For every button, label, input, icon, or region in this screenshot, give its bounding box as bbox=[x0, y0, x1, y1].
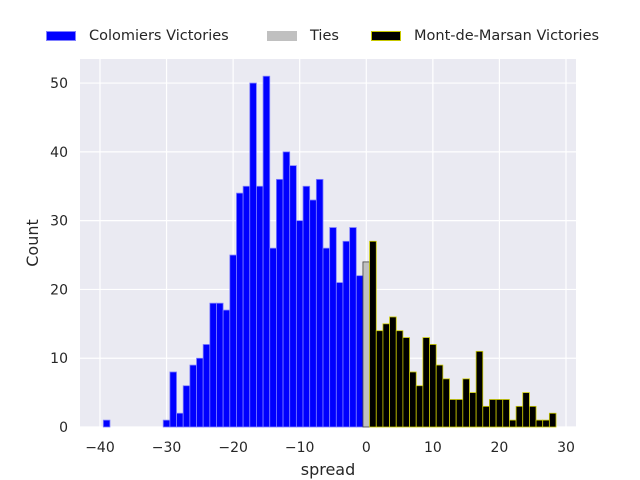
legend: Colomiers Victories Ties Mont-de-Marsan … bbox=[0, 26, 640, 46]
bar bbox=[375, 330, 384, 428]
bar bbox=[522, 392, 530, 428]
bar bbox=[435, 364, 444, 428]
bar bbox=[295, 220, 304, 428]
legend-item-ties: Ties bbox=[267, 26, 339, 46]
y-axis-label: Count bbox=[23, 219, 42, 267]
x-axis-label: spread bbox=[301, 460, 356, 479]
bar bbox=[222, 309, 231, 428]
bar bbox=[422, 337, 430, 428]
x-tick-label: −30 bbox=[152, 440, 182, 456]
legend-label-colomiers: Colomiers Victories bbox=[89, 28, 229, 44]
bar bbox=[482, 405, 490, 428]
x-tick-label: 0 bbox=[362, 440, 371, 456]
x-tick-label: 20 bbox=[491, 440, 509, 456]
legend-label-mont-de-marsan: Mont-de-Marsan Victories bbox=[414, 28, 600, 44]
x-tick-label: 10 bbox=[424, 440, 442, 456]
bar bbox=[449, 399, 457, 428]
bar bbox=[369, 240, 377, 428]
bar bbox=[276, 178, 284, 428]
bar bbox=[349, 227, 357, 428]
bar bbox=[315, 178, 324, 428]
bar bbox=[282, 151, 291, 428]
x-tick-label: −10 bbox=[285, 440, 315, 456]
legend-swatch-ties bbox=[267, 31, 297, 41]
bar bbox=[462, 378, 470, 428]
bar bbox=[322, 247, 331, 428]
bar bbox=[362, 261, 371, 428]
bar bbox=[528, 405, 537, 428]
bar bbox=[236, 192, 244, 428]
bar bbox=[489, 399, 497, 428]
bar bbox=[442, 378, 450, 428]
legend-swatch-colomiers bbox=[46, 31, 76, 41]
bar bbox=[209, 302, 217, 428]
bar bbox=[409, 371, 417, 428]
y-tick-label: 10 bbox=[50, 351, 68, 367]
bar bbox=[302, 185, 311, 428]
y-tick-label: 30 bbox=[50, 214, 68, 230]
bar bbox=[169, 371, 177, 428]
bar bbox=[515, 405, 524, 428]
bar bbox=[102, 419, 111, 428]
bar bbox=[262, 75, 271, 428]
bar bbox=[335, 282, 344, 428]
bar bbox=[242, 185, 251, 428]
bar bbox=[395, 330, 404, 428]
bar bbox=[382, 323, 390, 428]
bar bbox=[502, 399, 510, 428]
bar bbox=[289, 165, 297, 428]
bar bbox=[216, 302, 224, 428]
y-tick-label: 20 bbox=[50, 282, 68, 298]
bar bbox=[229, 254, 237, 428]
bar bbox=[542, 419, 550, 428]
bar bbox=[535, 419, 544, 428]
x-tick-label: 30 bbox=[557, 440, 575, 456]
y-tick-label: 40 bbox=[50, 145, 68, 161]
bar bbox=[249, 82, 257, 428]
bar bbox=[548, 412, 557, 428]
bar bbox=[202, 344, 211, 428]
bar bbox=[475, 350, 484, 428]
bar bbox=[162, 419, 171, 428]
bar bbox=[469, 392, 477, 428]
bar bbox=[269, 247, 277, 428]
bar bbox=[455, 399, 464, 428]
bar bbox=[429, 344, 437, 428]
bar bbox=[342, 240, 351, 428]
legend-swatch-mont-de-marsan bbox=[371, 31, 401, 41]
y-tick-labels: 0 10 20 30 40 50 bbox=[50, 76, 68, 436]
bar bbox=[415, 385, 424, 428]
legend-item-colomiers: Colomiers Victories bbox=[46, 26, 229, 46]
y-tick-label: 50 bbox=[50, 76, 68, 92]
bar bbox=[309, 199, 317, 428]
bar bbox=[256, 185, 264, 428]
legend-item-mont-de-marsan: Mont-de-Marsan Victories bbox=[371, 26, 599, 46]
legend-label-ties: Ties bbox=[310, 28, 339, 44]
bar bbox=[182, 385, 191, 428]
bars bbox=[102, 75, 557, 428]
bar bbox=[189, 364, 197, 428]
bar bbox=[495, 399, 504, 428]
bar bbox=[176, 412, 184, 428]
bar bbox=[355, 275, 364, 428]
x-tick-label: −40 bbox=[85, 440, 115, 456]
bar bbox=[509, 419, 517, 428]
y-tick-label: 0 bbox=[59, 420, 68, 436]
x-tick-labels: −40 −30 −20 −10 0 10 20 30 bbox=[85, 440, 575, 456]
bar bbox=[402, 337, 410, 428]
bar bbox=[329, 227, 337, 428]
bar bbox=[389, 316, 397, 428]
x-tick-label: −20 bbox=[218, 440, 248, 456]
bar bbox=[196, 357, 204, 428]
